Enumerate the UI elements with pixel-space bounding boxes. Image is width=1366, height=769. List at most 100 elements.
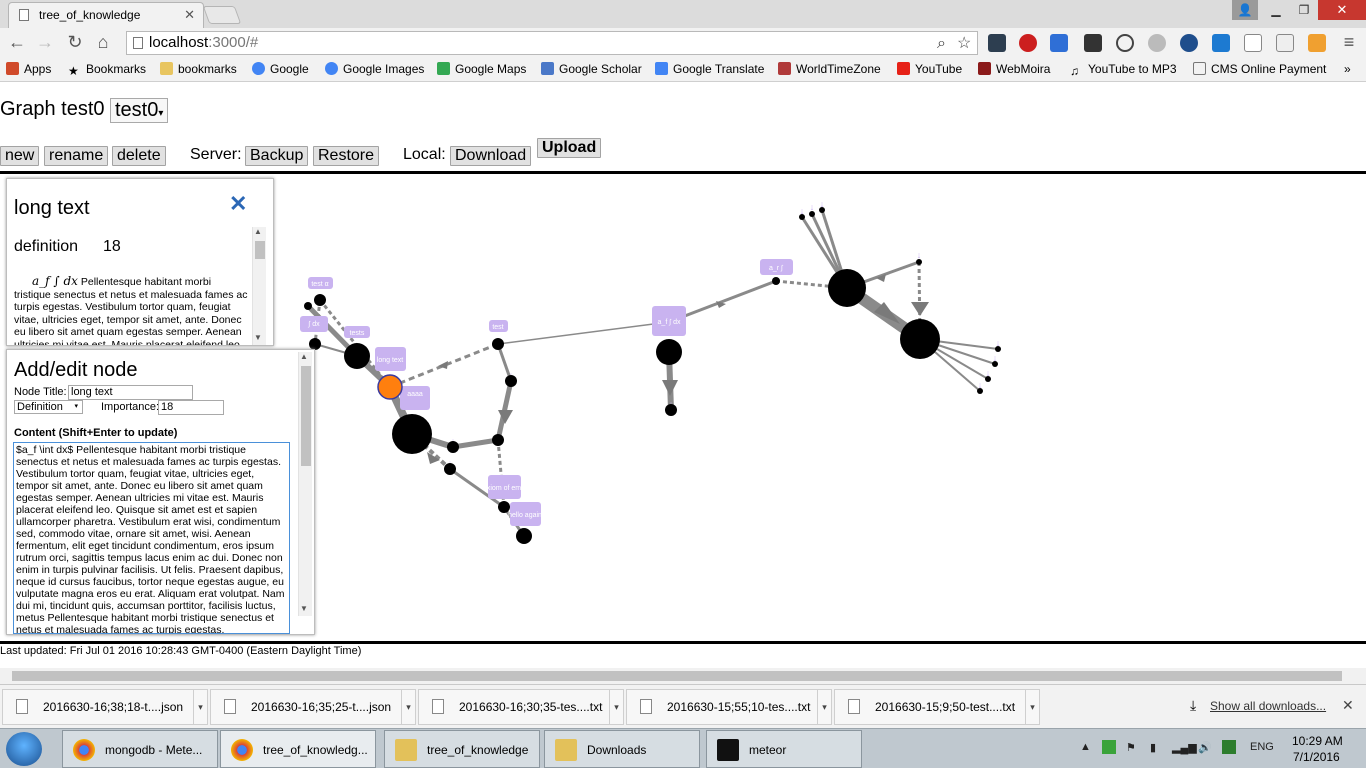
edit-panel-scrollbar[interactable]: ▲ ▼ bbox=[298, 352, 312, 616]
taskbar-item-chrome-mongodb[interactable]: mongodb - Mete... bbox=[62, 730, 218, 768]
graph-node[interactable] bbox=[516, 528, 532, 544]
graph-node[interactable] bbox=[656, 339, 682, 365]
download-button[interactable]: Download bbox=[450, 146, 532, 166]
backup-button[interactable]: Backup bbox=[245, 146, 309, 166]
scroll-up-icon[interactable]: ▲ bbox=[300, 352, 308, 361]
bookmark-google-maps[interactable]: Google Maps bbox=[437, 62, 526, 76]
graph-node[interactable] bbox=[900, 319, 940, 359]
document-icon[interactable] bbox=[1244, 34, 1262, 52]
scroll-down-icon[interactable]: ▼ bbox=[254, 333, 262, 342]
node-label-test-alpha[interactable]: test α bbox=[311, 281, 328, 288]
extension-icon[interactable] bbox=[988, 34, 1006, 52]
chevron-down-icon[interactable]: ▾ bbox=[609, 690, 623, 724]
new-tab-button[interactable] bbox=[202, 6, 242, 24]
bookmark-webmoira[interactable]: WebMoira bbox=[978, 62, 1050, 76]
new-button[interactable]: new bbox=[0, 146, 40, 166]
show-all-downloads-link[interactable]: Show all downloads... bbox=[1210, 699, 1327, 713]
download-item[interactable]: 2016630-15;55;10-tes....txt ▾ bbox=[626, 689, 832, 725]
graph-node[interactable] bbox=[985, 376, 991, 382]
node-label-aaaa[interactable]: aaaa bbox=[407, 391, 423, 398]
restore-icon[interactable]: ❐ bbox=[1298, 3, 1310, 17]
clock-time[interactable]: 10:29 AM bbox=[1292, 734, 1343, 748]
node-label-integral[interactable]: ∫ dx bbox=[307, 321, 320, 328]
graph-node[interactable] bbox=[309, 338, 321, 350]
download-item[interactable]: 2016630-16;35;25-t....json ▾ bbox=[210, 689, 416, 725]
reload-icon[interactable]: ↻ bbox=[67, 32, 83, 52]
graph-node[interactable] bbox=[344, 343, 370, 369]
bookmark-apps[interactable]: Apps bbox=[6, 62, 51, 76]
zoom-icon[interactable]: ⌕ bbox=[937, 35, 946, 52]
close-icon[interactable]: ✕ bbox=[1342, 697, 1354, 713]
volume-icon[interactable]: 🔊 bbox=[1198, 742, 1212, 754]
bookmark-google-images[interactable]: Google Images bbox=[325, 62, 424, 76]
page-horizontal-scrollbar[interactable] bbox=[0, 668, 1366, 684]
restore-button[interactable]: Restore bbox=[313, 146, 380, 166]
rename-button[interactable]: rename bbox=[44, 146, 109, 166]
scroll-up-icon[interactable]: ▲ bbox=[254, 227, 262, 236]
clock-date[interactable]: 7/1/2016 bbox=[1293, 750, 1340, 764]
bookmark-youtube-to-mp3[interactable]: ♫ YouTube to MP3 bbox=[1070, 62, 1177, 78]
taskbar-item-downloads[interactable]: Downloads bbox=[544, 730, 700, 768]
forward-icon[interactable]: → bbox=[36, 32, 54, 52]
scroll-thumb[interactable] bbox=[255, 241, 265, 259]
bookmark-google[interactable]: Google bbox=[252, 62, 309, 76]
bookmark-worldtimezone[interactable]: WorldTimeZone bbox=[778, 62, 881, 76]
menu-icon[interactable]: ≡ bbox=[1343, 32, 1355, 52]
graph-node[interactable] bbox=[304, 302, 312, 310]
bookmark-bookmarks[interactable]: ★ Bookmarks bbox=[68, 62, 147, 78]
node-title-input[interactable]: long text bbox=[68, 385, 193, 400]
node-label-af-integral[interactable]: a_f ∫ dx bbox=[658, 319, 681, 326]
download-item[interactable]: 2016630-15;9;50-test....txt ▾ bbox=[834, 689, 1040, 725]
taskbar-item-meteor[interactable]: meteor bbox=[706, 730, 862, 768]
tray-expand-icon[interactable]: ▲ bbox=[1080, 741, 1091, 753]
graph-node[interactable] bbox=[498, 501, 510, 513]
graph-node-selected[interactable] bbox=[377, 374, 403, 400]
bookmark-google-scholar[interactable]: Google Scholar bbox=[541, 62, 642, 76]
extension-icon[interactable] bbox=[1084, 34, 1102, 52]
graph-node[interactable] bbox=[444, 463, 456, 475]
extension-icon[interactable] bbox=[1308, 34, 1326, 52]
importance-input[interactable]: 18 bbox=[158, 400, 224, 415]
extension-icon[interactable] bbox=[1212, 34, 1230, 52]
scroll-thumb[interactable] bbox=[301, 366, 311, 466]
flag-icon[interactable]: ⚑ bbox=[1126, 742, 1136, 754]
content-textarea[interactable]: $a_f \int dx$ Pellentesque habitant morb… bbox=[13, 442, 290, 634]
graph-node[interactable] bbox=[828, 269, 866, 307]
adblock-icon[interactable] bbox=[1019, 34, 1037, 52]
graph-node[interactable] bbox=[809, 211, 815, 217]
language-indicator[interactable]: ENG bbox=[1250, 741, 1274, 753]
close-window-icon[interactable]: ✕ bbox=[1318, 0, 1366, 20]
node-type-select[interactable]: Definition ▾ bbox=[14, 400, 83, 414]
download-item[interactable]: 2016630-16;38;18-t....json ▾ bbox=[2, 689, 208, 725]
tab-active[interactable]: tree_of_knowledge ✕ bbox=[8, 2, 204, 28]
graph-node[interactable] bbox=[447, 441, 459, 453]
graph-select[interactable]: test0▾ bbox=[110, 98, 169, 123]
graph-node[interactable] bbox=[992, 361, 998, 367]
tab-close-icon[interactable]: ✕ bbox=[184, 7, 195, 22]
delete-button[interactable]: delete bbox=[112, 146, 166, 166]
graph-node[interactable] bbox=[916, 259, 922, 265]
node-label-tests[interactable]: tests bbox=[350, 330, 365, 337]
knowledge-graph[interactable]: test α ∫ dx tests long text aaaa test ax… bbox=[0, 174, 1366, 641]
node-label-test[interactable]: test bbox=[492, 324, 503, 331]
detail-scrollbar[interactable]: ▲ ▼ bbox=[252, 227, 266, 345]
node-label-ar-integral[interactable]: a_r ∫ bbox=[769, 265, 784, 272]
extension-icon[interactable] bbox=[1148, 34, 1166, 52]
chevron-down-icon[interactable]: ▾ bbox=[1025, 690, 1039, 724]
taskbar-item-folder-tree[interactable]: tree_of_knowledge bbox=[384, 730, 540, 768]
node-label-long-text[interactable]: long text bbox=[377, 357, 404, 364]
graph-node[interactable] bbox=[505, 375, 517, 387]
graph-node[interactable] bbox=[492, 434, 504, 446]
scroll-thumb[interactable] bbox=[12, 671, 1342, 681]
graph-node[interactable] bbox=[772, 277, 780, 285]
graph-node[interactable] bbox=[977, 388, 983, 394]
bookmark-youtube[interactable]: YouTube bbox=[897, 62, 962, 76]
graph-node[interactable] bbox=[995, 346, 1001, 352]
graph-node[interactable] bbox=[665, 404, 677, 416]
graph-node[interactable] bbox=[799, 214, 805, 220]
battery-icon[interactable]: ▮ bbox=[1150, 742, 1157, 754]
extension-icon[interactable] bbox=[1276, 34, 1294, 52]
bookmark-folder[interactable]: bookmarks bbox=[160, 62, 237, 76]
bookmarks-overflow-icon[interactable]: » bbox=[1344, 62, 1351, 76]
security-icon[interactable] bbox=[1102, 740, 1116, 754]
